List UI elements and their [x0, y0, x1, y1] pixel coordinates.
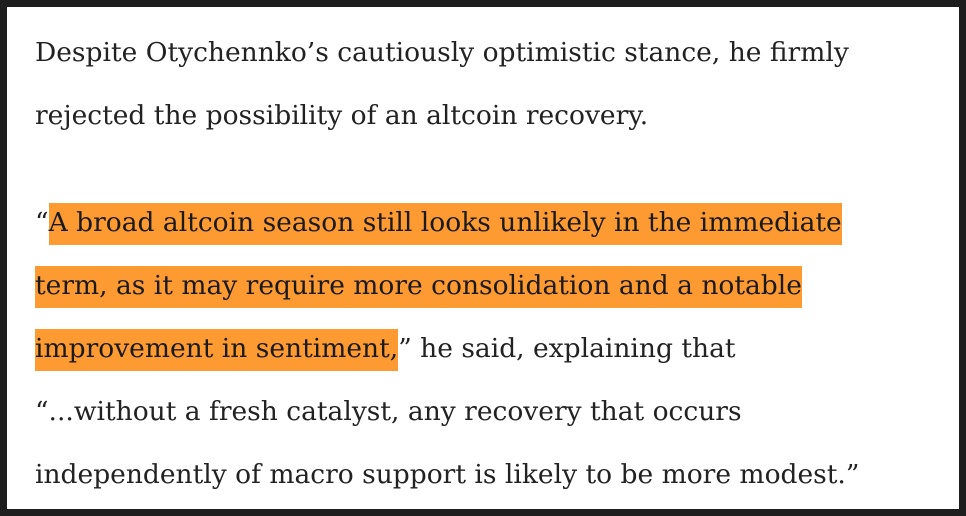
- attribution-text: ” he said, explaining that: [398, 333, 736, 364]
- open-quote-mark: “: [35, 207, 49, 238]
- quote-line-1: “A broad altcoin season still looks unli…: [35, 191, 935, 254]
- highlighted-text-2: term, as it may require more consolidati…: [35, 266, 802, 308]
- highlighted-text-3: improvement in sentiment,: [35, 329, 399, 371]
- quote-line-2: term, as it may require more consolidati…: [35, 254, 935, 317]
- highlighted-text-1: A broad altcoin season still looks unlik…: [48, 203, 842, 245]
- intro-paragraph: Despite Otychennko’s cautiously optimist…: [35, 21, 935, 147]
- quote-line-3: improvement in sentiment,” he said, expl…: [35, 317, 935, 380]
- quote-paragraph: “A broad altcoin season still looks unli…: [35, 191, 935, 506]
- quote-line-4: “...without a fresh catalyst, any recove…: [35, 396, 742, 427]
- quote-line-5: independently of macro support is likely…: [35, 459, 860, 490]
- article-excerpt-card: Despite Otychennko’s cautiously optimist…: [7, 7, 959, 509]
- intro-line-1: Despite Otychennko’s cautiously optimist…: [35, 37, 849, 68]
- intro-line-2: rejected the possibility of an altcoin r…: [35, 100, 649, 131]
